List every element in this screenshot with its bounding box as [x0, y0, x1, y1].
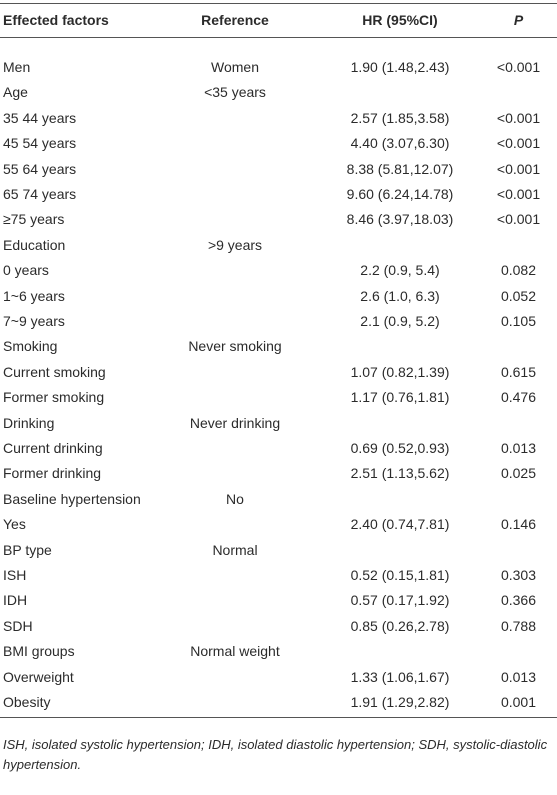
table-cell: 0.001 — [500, 694, 537, 710]
table-cell: SDH — [3, 617, 33, 634]
table-cell: 35 44 years — [3, 109, 77, 126]
table-cell: 2.1 (0.9, 5.2) — [360, 313, 440, 329]
table-cell: BP type — [3, 541, 52, 558]
header-cell: Reference — [201, 12, 269, 28]
table-cell: No — [226, 490, 244, 507]
table-cell: 9.60 (6.24,14.78) — [346, 186, 454, 202]
table-cell: 1.07 (0.82,1.39) — [350, 363, 450, 380]
table-cell: 1.33 (1.06,1.67) — [350, 668, 450, 685]
table-cell: 8.38 (5.81,12.07) — [346, 160, 454, 177]
table-cell: 0.69 (0.52,0.93) — [350, 440, 450, 456]
top-rule — [0, 3, 557, 4]
table-cell: Normal weight — [190, 643, 280, 660]
table-cell: Overweight — [3, 668, 74, 685]
table-cell: <0.001 — [496, 59, 541, 75]
table-cell: 2.6 (1.0, 6.3) — [360, 287, 440, 304]
table-cell: 0.082 — [500, 262, 537, 279]
table-cell: Men — [3, 59, 31, 75]
table-cell: 1.17 (0.76,1.81) — [350, 389, 450, 406]
table-cell: BMI groups — [3, 643, 75, 660]
table-cell: 7~9 years — [3, 313, 65, 329]
header-cell: HR (95%CI) — [362, 12, 438, 28]
table-cell: 0.105 — [500, 313, 537, 329]
footnote: ISH, isolated systolic hypertension; IDH… — [3, 737, 548, 772]
table-cell: Women — [211, 59, 259, 75]
table-cell: 65 74 years — [3, 186, 77, 202]
table-cell: 0.57 (0.17,1.92) — [350, 592, 450, 609]
table-cell: Current smoking — [3, 363, 106, 380]
table-cell: 0.52 (0.15,1.81) — [350, 567, 450, 583]
table-cell: 1~6 years — [3, 287, 65, 304]
table-cell: ISH — [3, 567, 27, 583]
table-cell: 0.788 — [500, 617, 537, 634]
table-cell: Current drinking — [3, 440, 103, 456]
table-cell: IDH — [3, 592, 28, 609]
table-cell: 55 64 years — [3, 160, 77, 177]
table-cell: Never smoking — [188, 338, 282, 355]
table-cell: <0.001 — [496, 186, 541, 202]
table-cell: 0.025 — [500, 465, 537, 482]
table-cell: <0.001 — [496, 135, 541, 152]
table-cell: Former drinking — [3, 465, 102, 482]
table-cell: 0.85 (0.26,2.78) — [350, 617, 450, 634]
table-cell: 0.615 — [500, 363, 537, 380]
bottom-rule — [0, 717, 557, 718]
table-cell: >9 years — [207, 236, 263, 253]
table-cell: Former smoking — [3, 389, 105, 406]
table-cell: 2.2 (0.9, 5.4) — [360, 262, 440, 279]
table-cell: 0.303 — [500, 567, 537, 583]
table-cell: 2.40 (0.74,7.81) — [350, 516, 450, 533]
table-cell: 45 54 years — [3, 135, 77, 152]
table-cell: Drinking — [3, 414, 55, 431]
table-cell: Normal — [212, 541, 258, 558]
table-cell: <0.001 — [496, 160, 541, 177]
table-cell: <0.001 — [496, 109, 541, 126]
table-cell: Education — [3, 236, 66, 253]
table-cell: <0.001 — [496, 211, 541, 228]
table-cell: 2.57 (1.85,3.58) — [350, 109, 450, 126]
table-cell: 8.46 (3.97,18.03) — [346, 211, 454, 228]
table-cell: 0 years — [3, 262, 49, 279]
table-cell: Baseline hypertension — [3, 490, 141, 507]
header-rule — [0, 37, 557, 38]
table-cell: <35 years — [204, 84, 266, 101]
table-cell: 0.146 — [500, 516, 537, 533]
table-cell: Age — [3, 84, 28, 101]
table-cell: Obesity — [3, 694, 51, 710]
table-cell: 0.366 — [500, 592, 537, 609]
table-cell: 4.40 (3.07,6.30) — [350, 135, 450, 152]
table-cell: 0.476 — [500, 389, 537, 406]
table-cell: ≥75 years — [3, 211, 65, 228]
header-cell: P — [513, 12, 524, 28]
table-cell: 1.90 (1.48,2.43) — [350, 59, 450, 75]
header-cell: Effected factors — [3, 12, 109, 28]
table-cell: 0.013 — [500, 440, 537, 456]
table-cell: 1.91 (1.29,2.82) — [350, 694, 450, 710]
table-cell: Yes — [3, 516, 26, 533]
table-cell: Never drinking — [189, 414, 281, 431]
table-cell: 0.013 — [500, 668, 537, 685]
table-cell: 2.51 (1.13,5.62) — [350, 465, 450, 482]
table-cell: Smoking — [3, 338, 58, 355]
table-cell: 0.052 — [500, 287, 537, 304]
